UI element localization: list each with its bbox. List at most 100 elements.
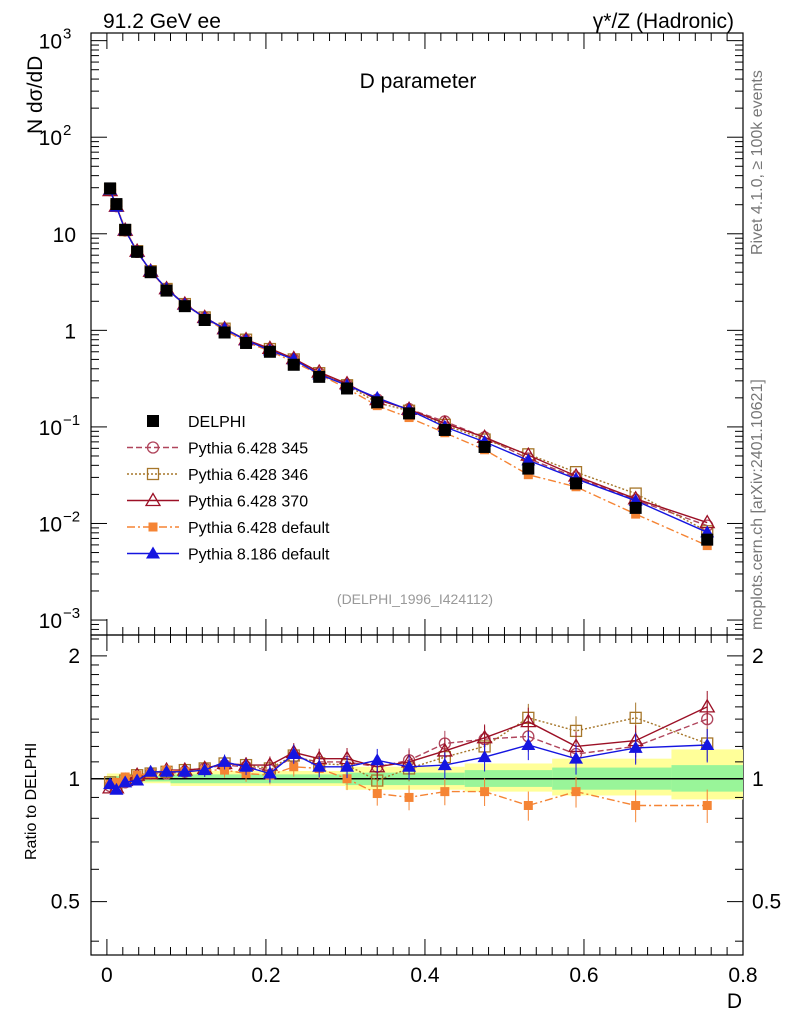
point-DELPHI: [570, 477, 583, 490]
ratio-line-p6def: [109, 766, 708, 807]
ratio-point-p346: [629, 711, 642, 724]
ratio-point-p6def: [404, 792, 414, 802]
ratio-tick-label-right: 1: [752, 768, 764, 791]
y-tick-exponent: −1: [63, 412, 80, 429]
ratio-point-p8def: [521, 737, 536, 750]
point-DELPHI: [178, 300, 191, 313]
ratio-point-p8def: [700, 737, 715, 750]
y-tick-label: 10: [39, 127, 62, 150]
point-DELPHI: [313, 370, 326, 383]
ratio-point-p6def: [111, 777, 121, 787]
legend-marker-p346: [146, 467, 160, 481]
x-axis-ticks: 0 0.2 0.4 0.6 0.8: [101, 33, 758, 987]
ratio-point-p6def: [342, 774, 352, 784]
y-tick-exponent: 2: [63, 122, 71, 139]
point-DELPHI: [478, 440, 491, 453]
legend-label-p370: Pythia 6.428 370: [188, 494, 308, 511]
ratio-point-p6def: [571, 787, 581, 797]
energy-label: 91.2 GeV ee: [103, 10, 221, 33]
ratio-tick-label: 2: [68, 645, 80, 668]
legend-marker-p370: [144, 492, 162, 507]
point-DELPHI: [371, 396, 384, 409]
mcplots-label: mcplots.cern.ch [arXiv:2401.10621]: [749, 379, 766, 630]
ratio-point-p6def: [440, 787, 450, 797]
ratio-point-p8def: [109, 782, 124, 795]
ratio-point-p370: [699, 698, 716, 713]
point-DELPHI: [131, 245, 144, 258]
legend: DELPHI Pythia 6.428 345 Pythia 6.428 346 Py…: [127, 414, 330, 564]
chart-title: D parameter: [360, 70, 477, 93]
y-tick-label: 10: [39, 610, 62, 633]
point-DELPHI: [160, 284, 173, 297]
legend-label-p345: Pythia 6.428 345: [188, 441, 308, 458]
x-tick-label: 0: [101, 964, 113, 987]
ratio-point-p8def: [370, 753, 385, 766]
y-tick-label: 10: [53, 224, 76, 247]
point-DELPHI: [522, 462, 535, 475]
point-DELPHI: [403, 407, 416, 420]
legend-marker-p6def: [148, 522, 158, 532]
ratio-point-p8def: [239, 759, 254, 772]
ratio-point-p8def: [286, 746, 301, 759]
analysis-watermark: (DELPHI_1996_I424112): [337, 591, 493, 607]
ratio-point-p370: [476, 729, 493, 744]
ratio-point-p8def: [628, 740, 643, 753]
ratio-point-p8def: [477, 750, 492, 763]
y-tick-label: 10: [39, 31, 62, 54]
point-DELPHI: [287, 358, 300, 371]
ratio-line-p8def: [109, 744, 708, 791]
point-DELPHI: [240, 336, 253, 349]
y-tick-exponent: 3: [63, 26, 71, 43]
legend-label-p6def: Pythia 6.428 default: [188, 520, 330, 537]
series-line-p8def: [109, 189, 708, 533]
point-DELPHI: [198, 313, 211, 326]
point-DELPHI: [218, 326, 231, 339]
x-tick-label: 0.2: [251, 964, 280, 987]
point-DELPHI: [104, 182, 117, 195]
legend-label-DELPHI: DELPHI: [188, 414, 246, 431]
ratio-tick-label-right: 0.5: [752, 891, 781, 914]
point-DELPHI: [629, 501, 642, 514]
legend-marker-DELPHI: [147, 415, 159, 427]
ratio-point-p8def: [159, 764, 174, 777]
ratio-point-p6def: [220, 765, 230, 775]
ratio-uncertainty-bands: [106, 749, 743, 800]
ratio-tick-label: 1: [68, 768, 80, 791]
legend-marker-p345: [146, 441, 160, 454]
ratio-point-p6def: [631, 800, 641, 810]
x-tick-label: 0.8: [728, 964, 757, 987]
main-plot-frame: [90, 32, 744, 636]
ratio-point-p8def: [143, 764, 158, 777]
ratio-point-p8def: [437, 758, 452, 771]
ratio-point-p8def: [569, 751, 584, 764]
legend-label-p8def: Pythia 8.186 default: [188, 547, 330, 564]
ratio-point-p370: [520, 713, 537, 728]
y-axis-label: N dσ/dD: [24, 56, 47, 134]
ratio-point-p8def: [262, 766, 277, 779]
ratio-point-p6def: [289, 762, 299, 772]
rivet-label: Rivet 4.1.0, ≥ 100k events: [749, 70, 766, 255]
ratio-point-p8def: [197, 763, 212, 776]
y-tick-label: 10: [39, 513, 62, 536]
legend-label-p346: Pythia 6.428 346: [188, 467, 308, 484]
ratio-point-p8def: [340, 759, 355, 772]
point-DELPHI: [263, 345, 276, 358]
ratio-series-layer: [101, 690, 716, 823]
ratio-point-p8def: [130, 773, 145, 786]
ratio-point-p8def: [312, 759, 327, 772]
y-tick-label: 1: [64, 320, 76, 343]
ratio-point-p6def: [702, 800, 712, 810]
y-tick-exponent: −2: [63, 508, 80, 525]
x-tick-label: 0.4: [410, 964, 440, 987]
ratio-axis-ticks: 0.5 0.5 1 1 2 2: [51, 638, 781, 942]
point-DELPHI: [701, 533, 714, 546]
point-p6def: [631, 509, 641, 519]
ratio-tick-label: 0.5: [51, 891, 80, 914]
process-label: γ*/Z (Hadronic): [593, 10, 734, 33]
x-tick-label: 0.6: [569, 964, 598, 987]
point-DELPHI: [119, 223, 132, 236]
point-DELPHI: [341, 382, 354, 395]
ratio-point-p6def: [480, 787, 490, 797]
series-line-p6def: [109, 189, 708, 547]
